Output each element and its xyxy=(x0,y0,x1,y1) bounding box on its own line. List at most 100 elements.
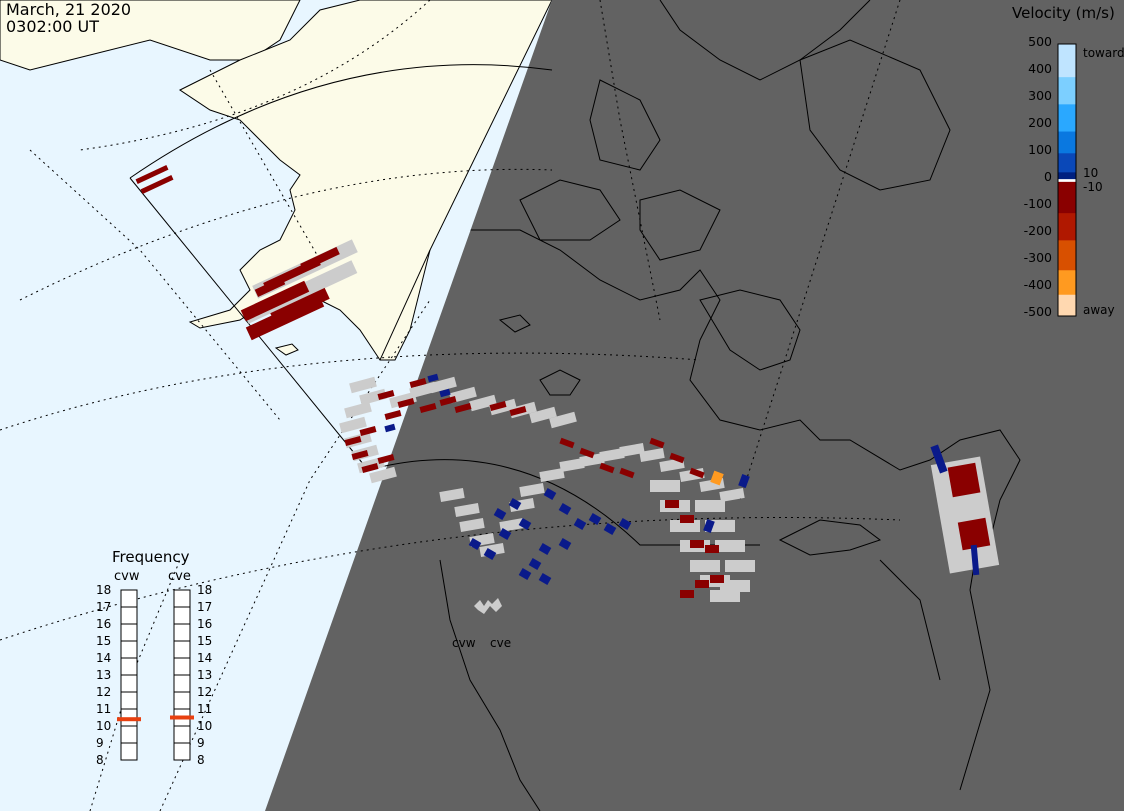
scatter-cell xyxy=(351,450,369,460)
colorbar-tick-label: 200 xyxy=(1028,115,1052,130)
colorbar-tick-label: -100 xyxy=(1023,196,1052,211)
scatter-cell xyxy=(558,503,572,515)
scatter-cell xyxy=(389,391,417,409)
scatter-cell xyxy=(454,403,472,413)
colorbar-band xyxy=(1058,76,1076,105)
scatter-cell xyxy=(518,568,532,580)
time-label: 0302:00 UT xyxy=(6,17,100,36)
day-land xyxy=(0,0,552,361)
scatter-cell xyxy=(384,423,396,433)
scatter-cell xyxy=(519,482,545,498)
toward-label: toward xyxy=(1083,46,1124,60)
frequency-gauge-cell xyxy=(173,640,191,659)
scatter-cell xyxy=(509,406,527,416)
freq-scale-label-right: 10 xyxy=(197,719,213,733)
scatter-cell xyxy=(489,401,507,411)
scatter-cell xyxy=(518,518,532,530)
freq-scale-label-right: 8 xyxy=(197,753,205,767)
freq-scale-label-left: 9 xyxy=(96,736,104,750)
scatter-cell xyxy=(543,488,557,500)
scatter-cell xyxy=(690,560,720,572)
scatter-cell xyxy=(377,390,395,400)
colorbar-band xyxy=(1058,131,1076,154)
freq-scale-label-right: 12 xyxy=(197,685,213,699)
scatter-cell xyxy=(339,416,367,434)
frequency-gauges xyxy=(117,589,194,761)
colorbar-band xyxy=(1058,178,1076,182)
radar-fov-outline xyxy=(129,64,760,546)
scatter-cell xyxy=(449,386,477,404)
scatter-cell xyxy=(538,573,552,585)
scatter-cell xyxy=(720,580,750,592)
scatter-cell xyxy=(669,452,685,464)
colorbar-band xyxy=(1058,152,1076,173)
freq-scale-label-left: 17 xyxy=(96,600,112,614)
frequency-gauge-cell xyxy=(120,674,138,693)
freq-scale-label-right: 15 xyxy=(197,634,213,648)
freq-scale-label-left: 15 xyxy=(96,634,112,648)
scatter-cell xyxy=(710,470,724,486)
scatter-cell xyxy=(599,462,615,474)
colorbar-band xyxy=(1058,294,1076,317)
scatter-cell xyxy=(573,518,587,530)
scatter-cell xyxy=(529,406,557,424)
scatter-cell xyxy=(349,376,377,394)
scatter-cell xyxy=(240,280,310,322)
scatter-cell xyxy=(419,403,437,413)
scatter-cell xyxy=(439,388,451,398)
frequency-gauge-cell xyxy=(173,725,191,744)
scatter-cell xyxy=(705,545,719,553)
colorbar-band xyxy=(1058,269,1076,295)
scatter-cell xyxy=(549,411,577,429)
freq-scale-label-left: 13 xyxy=(96,668,112,682)
scatter-cell xyxy=(715,540,745,552)
colorbar-band xyxy=(1058,171,1076,180)
frequency-gauge-cell xyxy=(120,691,138,710)
colorbar-tick-label: 400 xyxy=(1028,61,1052,76)
frequency-gauge-cell xyxy=(120,606,138,625)
scatter-cell xyxy=(135,165,169,184)
frequency-gauge-cell xyxy=(120,742,138,761)
frequency-gauge-cell xyxy=(173,742,191,761)
frequency-gauge-cell xyxy=(120,657,138,676)
freq-scale-label-right: 17 xyxy=(197,600,213,614)
scatter-cell xyxy=(427,373,439,383)
scatter-cell xyxy=(528,558,542,570)
scatter-cell xyxy=(429,376,457,394)
scatter-cell xyxy=(439,487,465,503)
freq-scale-label-left: 8 xyxy=(96,753,104,767)
scatter-cell xyxy=(498,528,512,540)
scatter-cell xyxy=(483,548,497,560)
scatter-cell xyxy=(650,480,680,492)
scatter-cell xyxy=(710,590,740,602)
colorbar-tick-label: -300 xyxy=(1023,250,1052,265)
scatter-cell xyxy=(377,454,395,464)
scatter-cell xyxy=(930,444,948,474)
frequency-gauge-cell xyxy=(173,674,191,693)
scatter-cell xyxy=(361,463,379,473)
scatter-cell xyxy=(359,426,377,436)
scatter-cell xyxy=(559,437,575,449)
scatter-cell xyxy=(538,543,552,555)
colorbar-tick-label: 0 xyxy=(1044,169,1052,184)
scatter-cell xyxy=(639,447,665,463)
scatter-cell xyxy=(665,500,679,508)
radar-sites xyxy=(474,598,502,614)
colorbar-band xyxy=(1058,103,1076,132)
scatter-cell xyxy=(603,523,617,535)
colorbar-tick-label: -400 xyxy=(1023,277,1052,292)
radar-label-cvw: cvw xyxy=(452,636,476,650)
scatter-cell xyxy=(957,517,991,551)
away-label: away xyxy=(1083,303,1115,317)
plus-ten-label: 10 xyxy=(1083,166,1099,180)
scatter-cell xyxy=(558,538,572,550)
radar-label-cve: cve xyxy=(490,636,512,650)
colorbar-band xyxy=(1058,212,1076,241)
frequency-gauge-cell xyxy=(173,657,191,676)
colorbar-title: Velocity (m/s) xyxy=(1012,4,1115,22)
freq-scale-label-left: 10 xyxy=(96,719,112,733)
scatter-cell xyxy=(499,517,525,533)
scatter-cell xyxy=(619,467,635,479)
scatter-cell xyxy=(725,560,755,572)
